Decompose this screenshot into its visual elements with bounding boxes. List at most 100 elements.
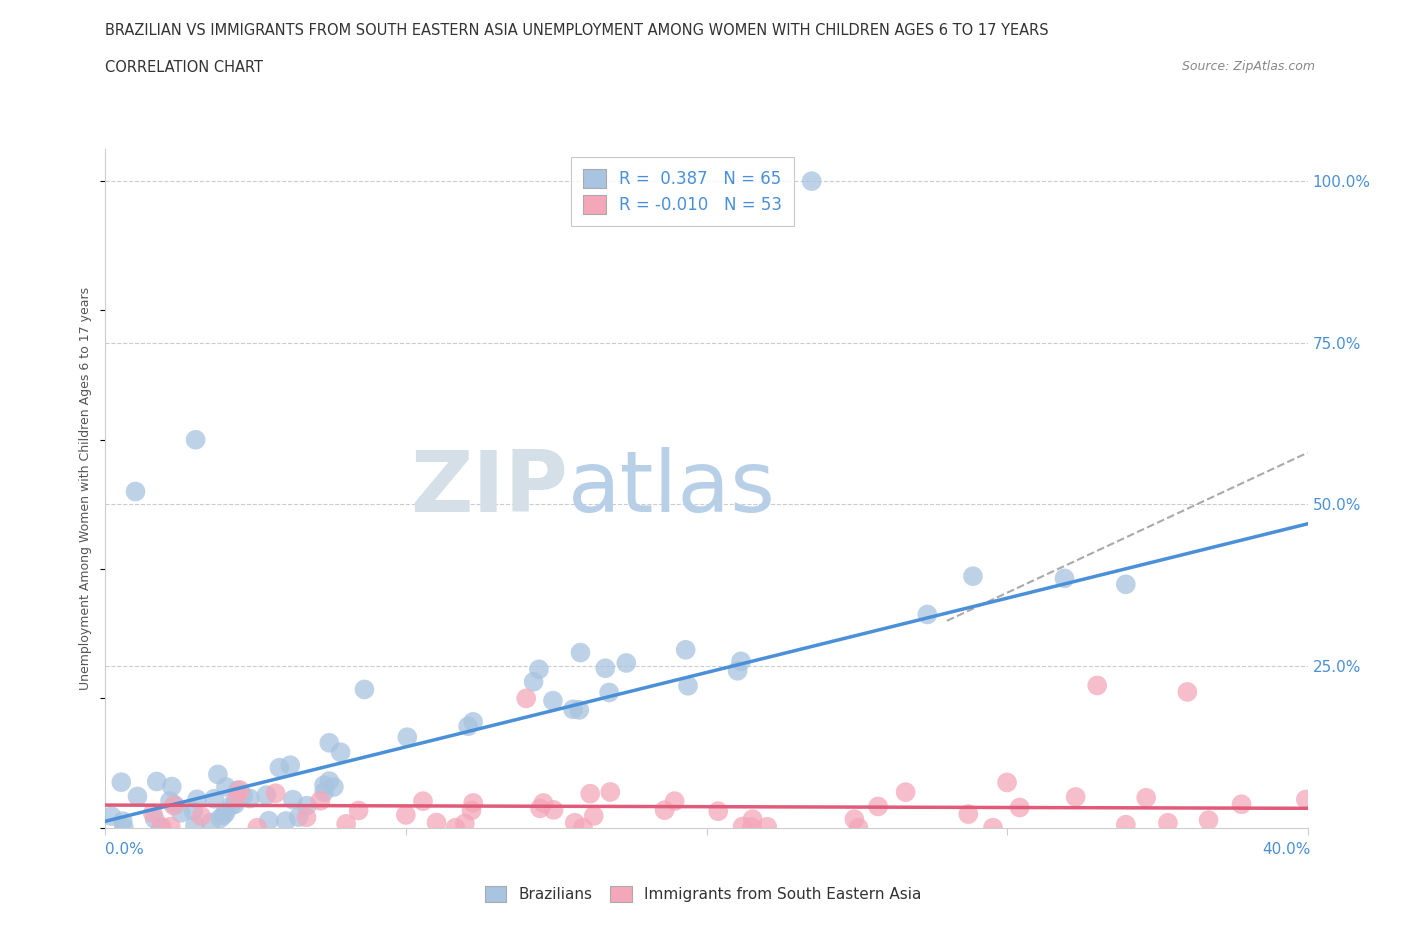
Point — [207, 767, 229, 782]
Point — [287, 810, 309, 825]
Point — [664, 793, 686, 808]
Point — [461, 714, 484, 729]
Point — [515, 691, 537, 706]
Point — [214, 805, 236, 820]
Point — [1053, 571, 1076, 586]
Point — [184, 432, 207, 447]
Point — [599, 785, 621, 800]
Point — [229, 782, 252, 797]
Point — [568, 702, 591, 717]
Point — [257, 814, 280, 829]
Point — [572, 820, 595, 835]
Point — [347, 803, 370, 817]
Point — [159, 793, 181, 808]
Point — [202, 791, 225, 806]
Point — [1115, 577, 1137, 591]
Point — [731, 819, 754, 834]
Point — [183, 804, 205, 818]
Point — [756, 819, 779, 834]
Point — [1064, 790, 1087, 804]
Point — [335, 817, 357, 831]
Point — [1008, 800, 1031, 815]
Point — [100, 809, 122, 824]
Point — [143, 812, 166, 827]
Point — [295, 798, 318, 813]
Point — [579, 786, 602, 801]
Point — [224, 797, 246, 812]
Point — [239, 791, 262, 806]
Point — [200, 815, 222, 830]
Point — [995, 775, 1018, 790]
Point — [463, 795, 485, 810]
Point — [741, 812, 763, 827]
Point — [124, 484, 146, 498]
Point — [209, 811, 232, 826]
Point — [127, 789, 149, 804]
Text: BRAZILIAN VS IMMIGRANTS FROM SOUTH EASTERN ASIA UNEMPLOYMENT AMONG WOMEN WITH CH: BRAZILIAN VS IMMIGRANTS FROM SOUTH EASTE… — [105, 23, 1049, 38]
Point — [318, 774, 340, 789]
Point — [159, 819, 181, 834]
Point — [1085, 678, 1108, 693]
Point — [962, 569, 984, 584]
Point — [1230, 797, 1253, 812]
Point — [529, 801, 551, 816]
Point — [274, 814, 297, 829]
Point — [112, 820, 135, 835]
Point — [614, 656, 637, 671]
Point — [543, 803, 565, 817]
Y-axis label: Unemployment Among Women with Children Ages 6 to 17 years: Unemployment Among Women with Children A… — [79, 286, 93, 690]
Point — [541, 693, 564, 708]
Point — [226, 783, 249, 798]
Point — [800, 174, 823, 189]
Legend: Brazilians, Immigrants from South Eastern Asia: Brazilians, Immigrants from South Easter… — [478, 880, 928, 909]
Point — [396, 730, 419, 745]
Point — [562, 702, 585, 717]
Point — [564, 816, 586, 830]
Point — [145, 774, 167, 789]
Point — [848, 820, 870, 835]
Point — [111, 814, 134, 829]
Point — [318, 736, 340, 751]
Point — [676, 678, 699, 693]
Point — [232, 789, 254, 804]
Point — [142, 806, 165, 821]
Point — [221, 798, 243, 813]
Point — [309, 793, 332, 808]
Point — [412, 793, 434, 808]
Point — [353, 682, 375, 697]
Point — [957, 806, 980, 821]
Point — [425, 815, 447, 830]
Point — [322, 779, 344, 794]
Point — [917, 607, 939, 622]
Point — [894, 785, 917, 800]
Text: 0.0%: 0.0% — [105, 842, 145, 857]
Point — [184, 817, 207, 832]
Point — [190, 809, 212, 824]
Point — [254, 788, 277, 803]
Point — [312, 777, 335, 792]
Point — [149, 820, 172, 835]
Point — [170, 805, 193, 820]
Point — [527, 662, 550, 677]
Point — [150, 819, 173, 834]
Text: ZIP: ZIP — [411, 446, 568, 530]
Point — [444, 820, 467, 835]
Point — [457, 719, 479, 734]
Point — [741, 819, 763, 834]
Point — [329, 745, 352, 760]
Point — [160, 779, 183, 794]
Point — [675, 643, 697, 658]
Point — [868, 799, 890, 814]
Point — [454, 817, 477, 831]
Point — [215, 779, 238, 794]
Point — [654, 803, 676, 817]
Point — [163, 798, 186, 813]
Point — [295, 810, 318, 825]
Text: Source: ZipAtlas.com: Source: ZipAtlas.com — [1181, 60, 1315, 73]
Point — [981, 820, 1004, 835]
Point — [395, 807, 418, 822]
Point — [1175, 684, 1198, 699]
Point — [212, 808, 235, 823]
Point — [314, 785, 336, 800]
Point — [1157, 816, 1180, 830]
